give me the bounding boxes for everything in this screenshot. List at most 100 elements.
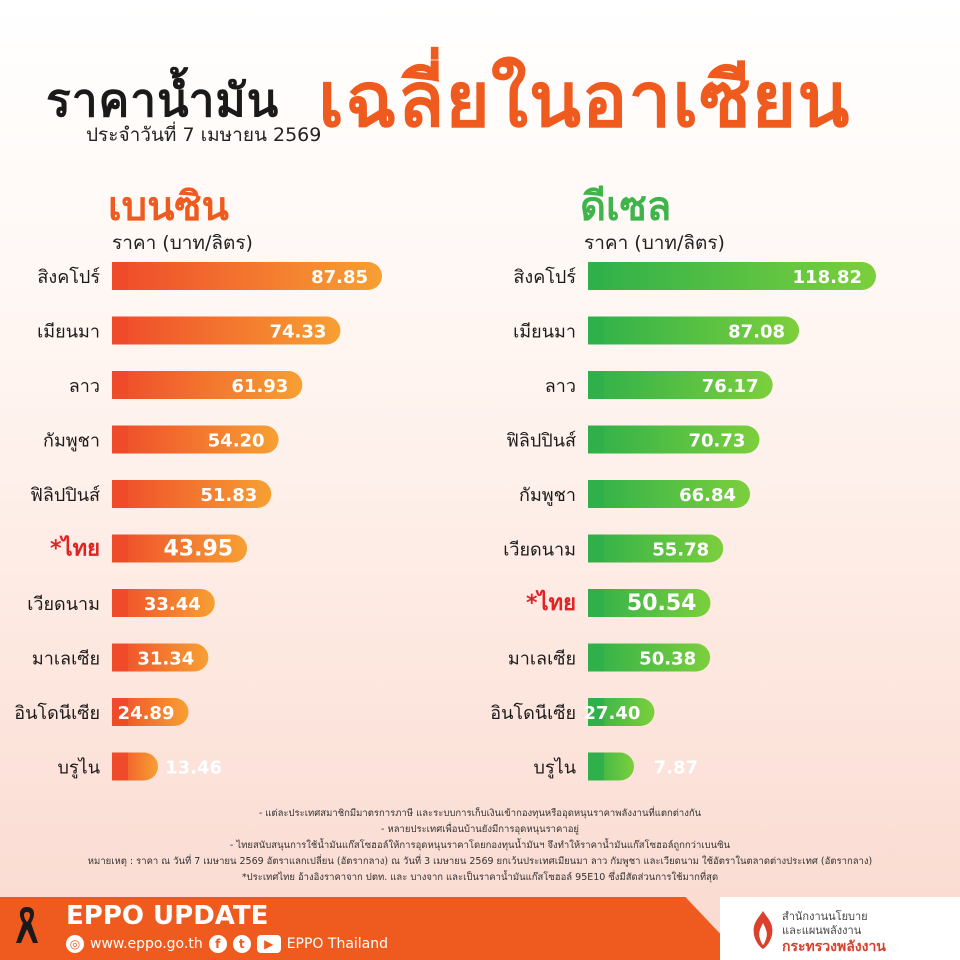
title-accent: เฉลี่ยในอาเซียน — [318, 55, 851, 144]
diesel-value-label: 50.54 — [627, 591, 697, 616]
note-line: - ไทยสนับสนุนการใช้น้ำมันแก๊สโซฮอล์ให้กา… — [229, 840, 731, 851]
footer-banner — [0, 897, 745, 960]
diesel-bar — [588, 371, 773, 399]
gasoline-value-label: 33.44 — [144, 594, 201, 615]
gasoline-bar — [112, 371, 303, 399]
gasoline-country-label: กัมพูชา — [43, 431, 100, 452]
diesel-country-label: ลาว — [545, 376, 576, 397]
ministry-line1: สำนักงานนโยบาย — [782, 910, 868, 923]
gasoline-country-label: อินโดนีเซีย — [14, 702, 100, 724]
gasoline-bar-edge — [112, 262, 128, 290]
ministry-line3: กระทรวงพลังงาน — [782, 939, 886, 955]
website-link[interactable]: www.eppo.go.th — [90, 936, 203, 952]
gasoline-country-label: ฟิลิปปินส์ — [30, 485, 100, 506]
gasoline-unit: ราคา (บาท/ลิตร) — [112, 232, 253, 254]
gasoline-bar — [112, 698, 189, 726]
gasoline-country-label: เวียดนาม — [27, 594, 100, 615]
diesel-country-label: สิงคโปร์ — [513, 266, 576, 288]
gasoline-country-label: บรูไน — [58, 757, 100, 779]
diesel-value-label: 7.87 — [654, 758, 698, 779]
gasoline-bar-edge — [112, 371, 128, 399]
gasoline-bar-edge — [112, 480, 128, 508]
gasoline-bar — [112, 316, 341, 345]
gasoline-bar — [112, 643, 209, 672]
ministry-logo: สำนักงานนโยบาย และแผนพลังงาน กระทรวงพลัง… — [746, 905, 946, 955]
diesel-country-label: มาเลเซีย — [508, 649, 576, 670]
diesel-country-label: กัมพูชา — [519, 485, 576, 506]
twitter-icon[interactable]: t — [232, 935, 251, 953]
title-main: ราคาน้ำมัน — [46, 73, 280, 127]
diesel-bar — [588, 425, 760, 454]
gasoline-bar — [112, 262, 382, 290]
date-label: ประจำวันที่ 7 เมษายน 2569 — [86, 124, 322, 146]
gasoline-value-label: 87.85 — [311, 267, 368, 288]
diesel-country-label: เวียดนาม — [503, 540, 576, 561]
diesel-bar-edge — [588, 262, 604, 290]
diesel-bar — [588, 316, 800, 345]
gasoline-value-label: 61.93 — [231, 376, 288, 397]
diesel-bar-edge — [588, 425, 604, 454]
diesel-bar-edge — [588, 698, 604, 726]
diesel-country-label: เมียนมา — [513, 322, 576, 343]
gasoline-value-label: 51.83 — [200, 485, 257, 506]
gasoline-title: เบนซิน — [108, 184, 229, 230]
gasoline-bar-edge — [112, 752, 128, 781]
diesel-bar-edge — [588, 480, 604, 508]
gasoline-bar — [112, 534, 248, 563]
gasoline-value-label: 54.20 — [208, 431, 265, 452]
diesel-bar — [588, 698, 655, 726]
diesel-country-label: *ไทย — [526, 589, 576, 616]
footer: EPPO UPDATE ◎ www.eppo.go.th f t ▶ EPPO … — [0, 897, 960, 960]
diesel-bar-edge — [588, 643, 604, 672]
gasoline-bar-edge — [112, 589, 128, 617]
diesel-bar-edge — [588, 371, 604, 399]
gasoline-value-label: 74.33 — [270, 322, 327, 343]
ministry-line2: และแผนพลังงาน — [782, 924, 862, 937]
social-handle[interactable]: EPPO Thailand — [286, 936, 389, 952]
gasoline-country-label: เมียนมา — [37, 322, 100, 343]
facebook-icon[interactable]: f — [208, 935, 227, 953]
note-line: - แต่ละประเทศสมาชิกมีมาตรการภาษี และระบบ… — [258, 808, 702, 819]
eppo-update-label: EPPO UPDATE — [66, 901, 269, 931]
gasoline-country-label: ลาว — [69, 376, 100, 397]
price-bar-charts: สิงคโปร์ 87.85 เมียนมา 74.33 ลาว 61.93 กัมพูชา… — [14, 262, 876, 781]
diesel-bar — [588, 589, 711, 617]
note-line: *ประเทศไทย อ้างอิงราคาจาก ปตท. และ บางจา… — [241, 872, 719, 883]
diesel-value-label: 70.73 — [689, 431, 746, 452]
gasoline-country-label: สิงคโปร์ — [37, 266, 100, 288]
note-line: หมายเหตุ : ราคา ณ วันที่ 7 เมษายน 2569 อ… — [87, 856, 873, 867]
ministry-panel: สำนักงานนโยบาย และแผนพลังงาน กระทรวงพลัง… — [720, 897, 960, 960]
gasoline-value-label: 24.89 — [118, 703, 175, 724]
gasoline-bar-edge — [112, 534, 128, 563]
gasoline-country-label: มาเลเซีย — [32, 649, 100, 670]
diesel-country-label: บรูไน — [534, 757, 576, 779]
notes: - แต่ละประเทศสมาชิกมีมาตรการภาษี และระบบ… — [0, 806, 960, 886]
diesel-value-label: 118.82 — [793, 267, 862, 288]
diesel-value-label: 87.08 — [728, 322, 785, 343]
youtube-icon[interactable]: ▶ — [256, 935, 281, 953]
gasoline-bar-edge — [112, 316, 128, 345]
diesel-title: ดีเซล — [580, 184, 672, 230]
gasoline-value-label: 31.34 — [137, 649, 194, 670]
gasoline-value-label: 13.46 — [165, 758, 222, 779]
gasoline-bar-edge — [112, 698, 128, 726]
diesel-bar-edge — [588, 752, 604, 781]
diesel-value-label: 27.40 — [583, 703, 640, 724]
diesel-value-label: 76.17 — [702, 376, 759, 397]
footer-links: ◎ www.eppo.go.th f t ▶ EPPO Thailand — [66, 935, 388, 953]
diesel-bar — [588, 480, 751, 508]
diesel-value-label: 50.38 — [639, 649, 696, 670]
diesel-bar — [588, 643, 711, 672]
gasoline-country-label: *ไทย — [50, 535, 100, 562]
diesel-country-label: อินโดนีเซีย — [490, 702, 576, 724]
gasoline-bar-edge — [112, 643, 128, 672]
gasoline-value-label: 43.95 — [163, 537, 233, 562]
ribbon-icon — [16, 907, 38, 943]
diesel-bar-edge — [588, 316, 604, 345]
diesel-bar-edge — [588, 589, 604, 617]
diesel-value-label: 66.84 — [679, 485, 736, 506]
flame-logo-icon — [753, 911, 773, 949]
diesel-bar — [588, 534, 724, 563]
diesel-value-label: 55.78 — [652, 540, 709, 561]
gasoline-bar — [112, 425, 279, 454]
